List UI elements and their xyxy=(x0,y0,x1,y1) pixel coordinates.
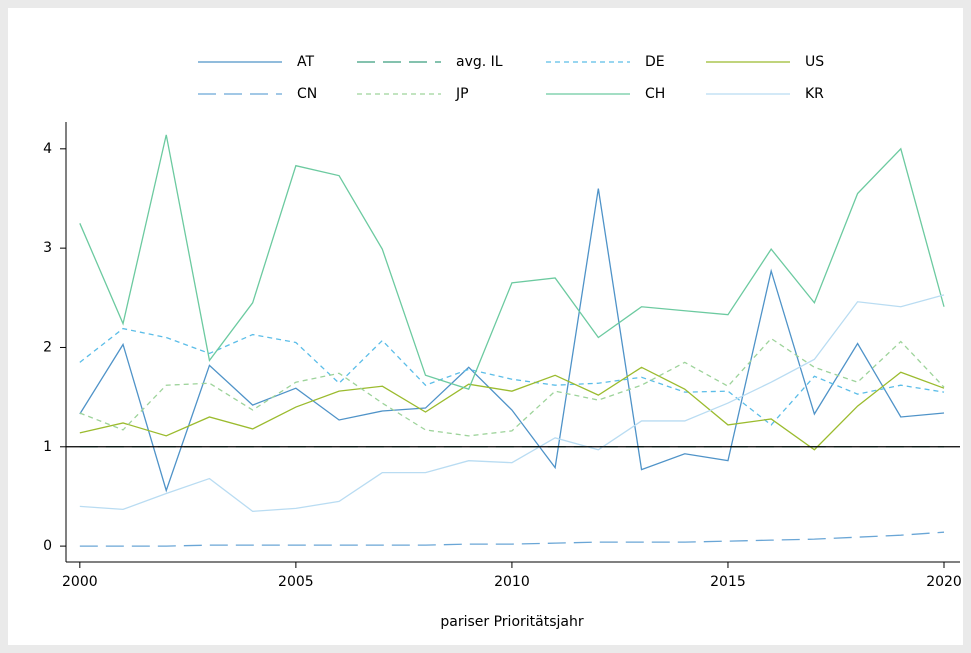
series-line xyxy=(79,134,945,390)
x-tick-label: 2000 xyxy=(62,574,98,590)
series-line xyxy=(79,337,945,437)
y-tick-label: 4 xyxy=(43,141,52,157)
x-axis-label: pariser Prioritätsjahr xyxy=(440,614,583,630)
x-tick-label: 2015 xyxy=(710,574,746,590)
legend-label: CH xyxy=(645,86,665,102)
x-tick-label: 2020 xyxy=(926,574,962,590)
legend-label: avg. IL xyxy=(456,54,503,70)
series-line xyxy=(79,366,945,451)
y-tick-label: 3 xyxy=(43,240,52,256)
series-line xyxy=(79,327,945,426)
legend-label: JP xyxy=(455,86,469,102)
y-tick-label: 1 xyxy=(43,439,52,455)
series-line xyxy=(79,531,945,547)
x-tick-label: 2005 xyxy=(278,574,314,590)
y-tick-label: 0 xyxy=(43,538,52,554)
x-tick-label: 2010 xyxy=(494,574,530,590)
legend-label: AT xyxy=(297,54,314,70)
legend-label: CN xyxy=(297,86,317,102)
legend-label: DE xyxy=(645,54,665,70)
series-line xyxy=(79,294,945,513)
y-tick-label: 2 xyxy=(43,339,52,355)
legend-label: US xyxy=(805,54,824,70)
graph-region xyxy=(8,8,963,645)
legend-label: KR xyxy=(805,86,824,102)
